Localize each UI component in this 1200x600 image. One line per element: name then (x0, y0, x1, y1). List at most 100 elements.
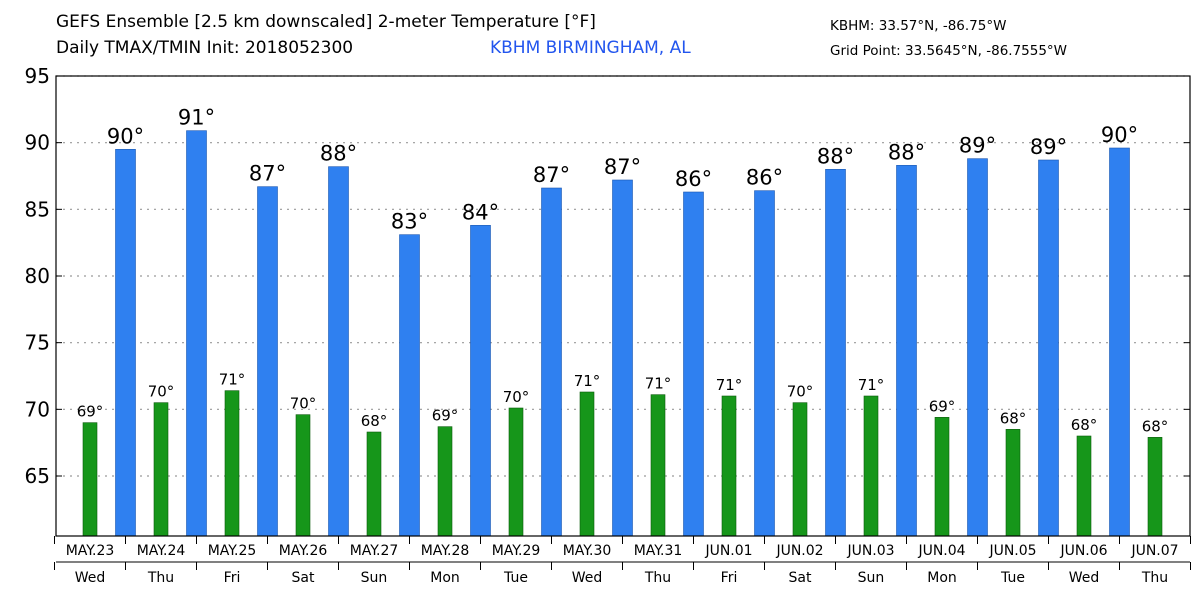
y-tick-label: 95 (25, 64, 50, 88)
tmax-data-label: 87° (533, 163, 570, 187)
x-weekday-label: Tue (1000, 570, 1025, 586)
tmin-data-label: 70° (148, 383, 175, 401)
tmin-data-label: 68° (1000, 409, 1027, 427)
x-date-label: MAY.25 (208, 543, 257, 559)
tmax-data-label: 83° (391, 210, 428, 234)
y-tick-label: 90 (25, 131, 50, 155)
tmin-bar (295, 414, 311, 537)
chart-title: GEFS Ensemble [2.5 km downscaled] 2-mete… (56, 12, 596, 32)
x-weekday-label: Fri (224, 570, 241, 586)
station-name: KBHM BIRMINGHAM, AL (490, 38, 691, 58)
tmin-bar (579, 391, 595, 537)
tmin-bar (792, 402, 808, 537)
grid-point-coordinates: Grid Point: 33.5645°N, -86.7555°W (830, 43, 1068, 59)
x-weekday-label: Sun (361, 570, 388, 586)
x-date-label: MAY.23 (66, 543, 115, 559)
x-weekday-label: Wed (572, 570, 603, 586)
tmin-data-label: 68° (1071, 416, 1098, 434)
y-tick-label: 65 (25, 464, 50, 488)
tmax-data-label: 88° (817, 144, 854, 168)
x-date-label: JUN.03 (846, 543, 894, 559)
tmax-bar (825, 169, 846, 537)
tmin-data-label: 69° (929, 397, 956, 415)
station-coordinates: KBHM: 33.57°N, -86.75°W (830, 18, 1007, 34)
y-tick-label: 80 (25, 264, 50, 288)
x-weekday-label: Thu (1141, 570, 1168, 586)
tmax-data-label: 87° (249, 162, 286, 186)
x-date-label: JUN.05 (988, 543, 1036, 559)
tmax-bar (470, 225, 491, 537)
tmax-data-label: 86° (675, 167, 712, 191)
tmax-bar (1038, 159, 1059, 537)
x-date-label: MAY.29 (492, 543, 541, 559)
tmax-bar (328, 166, 349, 537)
tmax-bar (967, 158, 988, 537)
x-weekday-label: Sat (292, 570, 315, 586)
tmin-bar (153, 402, 169, 537)
tmax-data-label: 89° (959, 134, 996, 158)
tmin-bar (863, 395, 879, 537)
tmax-bar (399, 234, 420, 537)
tmin-data-label: 70° (787, 383, 814, 401)
x-date-label: MAY.30 (563, 543, 612, 559)
tmax-bar (257, 186, 278, 537)
tmax-bar (683, 191, 704, 537)
tmin-bar (721, 395, 737, 537)
x-date-label: MAY.28 (421, 543, 470, 559)
tmax-bar (115, 149, 136, 537)
x-weekday-label: Wed (75, 570, 106, 586)
tmax-bar (1109, 147, 1130, 537)
x-date-label: MAY.27 (350, 543, 399, 559)
x-weekday-label: Mon (927, 570, 957, 586)
tmin-bar (224, 390, 240, 537)
tmin-data-label: 71° (858, 376, 885, 394)
tmax-data-label: 90° (1101, 123, 1138, 147)
tmin-bar (437, 426, 453, 537)
tmin-bar (82, 422, 98, 537)
tmax-bar (612, 179, 633, 537)
y-tick-label: 85 (25, 197, 50, 221)
x-weekday-label: Fri (721, 570, 738, 586)
x-weekday-label: Wed (1069, 570, 1100, 586)
x-weekday-label: Sun (858, 570, 885, 586)
x-date-label: MAY.31 (634, 543, 683, 559)
tmin-data-label: 71° (645, 375, 672, 393)
tmax-data-label: 88° (320, 142, 357, 166)
tmax-bar (896, 165, 917, 537)
x-date-label: JUN.06 (1059, 543, 1107, 559)
tmin-bar (1076, 435, 1092, 537)
tmin-data-label: 69° (432, 407, 459, 425)
y-tick-label: 75 (25, 331, 50, 355)
tmin-data-label: 70° (290, 395, 317, 413)
tmax-data-label: 89° (1030, 135, 1067, 159)
tmax-data-label: 88° (888, 140, 925, 164)
x-date-label: MAY.26 (279, 543, 328, 559)
tmin-bar (366, 431, 382, 537)
tmin-bar (1005, 429, 1021, 537)
chart-subtitle: Daily TMAX/TMIN Init: 2018052300 (56, 38, 354, 58)
tmax-data-label: 90° (107, 124, 144, 148)
tmin-data-label: 70° (503, 388, 530, 406)
tmax-bar (186, 130, 207, 537)
x-weekday-label: Sat (789, 570, 812, 586)
tmin-data-label: 69° (77, 403, 104, 421)
x-weekday-label: Thu (147, 570, 174, 586)
x-date-label: JUN.07 (1130, 543, 1178, 559)
x-weekday-label: Tue (503, 570, 528, 586)
y-tick-label: 70 (25, 397, 50, 421)
x-date-label: JUN.01 (704, 543, 752, 559)
x-weekday-label: Mon (430, 570, 460, 586)
tmin-bar (650, 394, 666, 537)
tmax-data-label: 84° (462, 200, 499, 224)
tmin-bar (934, 417, 950, 537)
tmax-bar (541, 187, 562, 537)
tmin-bar (508, 407, 524, 537)
tmax-data-label: 91° (178, 106, 215, 130)
tmin-data-label: 71° (219, 371, 246, 389)
tmin-data-label: 71° (716, 376, 743, 394)
tmin-data-label: 68° (361, 412, 388, 430)
x-date-label: JUN.02 (775, 543, 823, 559)
x-date-label: JUN.04 (917, 543, 965, 559)
tmax-bar (754, 190, 775, 537)
